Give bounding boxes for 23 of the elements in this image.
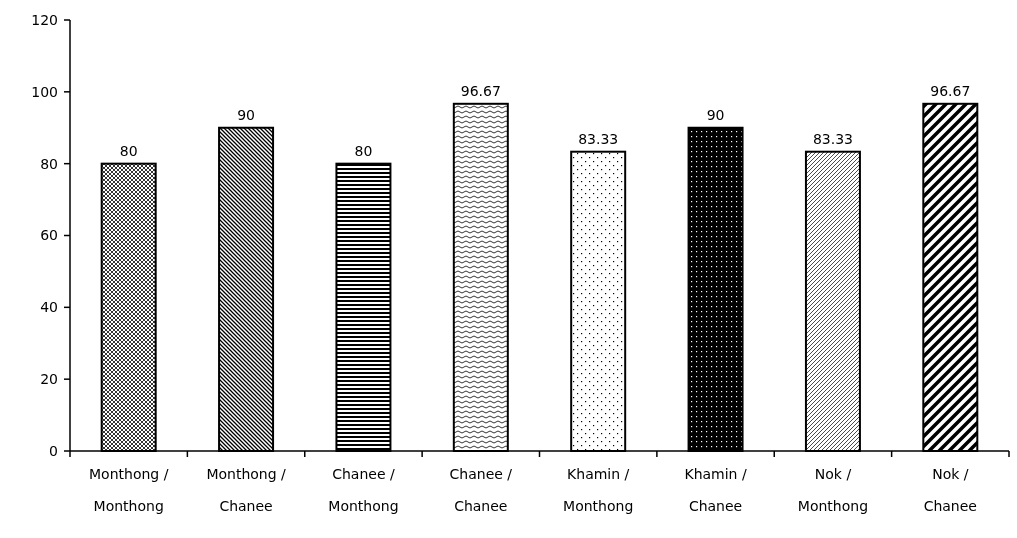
data-label: 80 bbox=[119, 142, 138, 159]
x-tick-label: Khamin / Chanee bbox=[684, 466, 747, 514]
data-label: 80 bbox=[354, 142, 373, 159]
data-label: 90 bbox=[706, 106, 725, 123]
x-tick-label: Nok / Monthong bbox=[797, 466, 869, 514]
x-tick-label: Khamin / Monthong bbox=[563, 466, 634, 514]
y-tick-label: 60 bbox=[40, 227, 58, 244]
data-label: 83.33 bbox=[578, 130, 619, 147]
y-tick-label: 40 bbox=[40, 299, 58, 316]
x-tick-label: Chanee / Chanee bbox=[449, 466, 513, 514]
y-tick-label: 120 bbox=[31, 11, 58, 28]
data-label: 96.67 bbox=[460, 82, 501, 99]
x-tick-label: Monthong / Monthong bbox=[89, 466, 169, 514]
y-tick-label: 100 bbox=[31, 83, 58, 100]
data-label: 90 bbox=[237, 106, 255, 123]
data-label: 83.33 bbox=[812, 130, 853, 147]
data-label: 96.67 bbox=[930, 82, 971, 99]
x-tick-label: Monthong / Chanee bbox=[206, 466, 287, 514]
x-tick-label: Nok / Chanee bbox=[923, 466, 977, 514]
y-tick-label: 20 bbox=[40, 371, 58, 388]
x-tick-label: Chanee / Monthong bbox=[328, 466, 399, 514]
y-tick-label: 0 bbox=[49, 442, 58, 459]
y-tick-label: 80 bbox=[40, 155, 58, 172]
